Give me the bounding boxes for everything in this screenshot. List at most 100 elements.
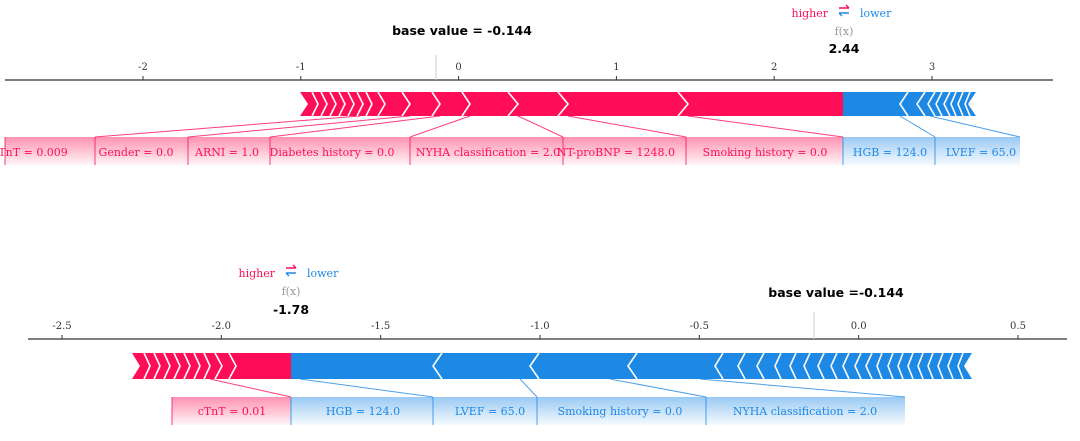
plot1-tick-label: 3 — [929, 62, 935, 73]
plot1-higher-chevron — [356, 91, 364, 117]
plot2-higher-chevron — [173, 352, 181, 380]
plot1-label-band-2 — [188, 137, 270, 165]
plot2-lower-chevron — [817, 352, 825, 380]
plot1-feature-label: Diabetes history = 0.0 — [270, 146, 395, 159]
plot1-lower-chevron — [935, 91, 943, 117]
plot1-lower-chevron — [964, 91, 971, 117]
plot1-higher-chevron — [311, 91, 319, 117]
plot2-tick-label: 0.5 — [1010, 321, 1026, 332]
plot2-connector-line — [299, 378, 434, 398]
plot1-higher-chevron — [431, 91, 441, 117]
plot2-lower-chevron — [927, 352, 934, 380]
plot1-higher-chevron — [377, 91, 386, 117]
plot1-legend-lower: lower — [860, 7, 892, 20]
plot2-lower-chevron — [714, 352, 724, 380]
plot2-feature-label: Smoking history = 0.0 — [558, 405, 683, 418]
plot2-fx-value: -1.78 — [273, 302, 309, 317]
plot2-arrow-left-icon — [285, 272, 296, 277]
plot1-tick-label: -2 — [138, 62, 148, 73]
plot2-higher-chevron — [228, 352, 237, 380]
plot2-label-band-2 — [433, 397, 537, 425]
plot1-lower-chevron — [950, 91, 957, 117]
plot1-lower-chevron — [943, 91, 951, 117]
plot2-base-value-label: base value =-0.144 — [768, 285, 904, 300]
plot2-connector-line — [699, 378, 906, 398]
plot1-lower-chevron — [957, 91, 964, 117]
plot2-lower-chevron — [957, 352, 964, 380]
plot2-lower-chevron — [627, 352, 638, 380]
plot1-feature-label: LVEF = 65.0 — [946, 146, 1016, 159]
plot2-label-band-3 — [537, 397, 706, 425]
plot2-higher-bar — [132, 353, 291, 379]
plot1-connector-line — [567, 115, 687, 138]
plot2-lower-chevron — [774, 352, 782, 380]
plot2-lower-chevron — [529, 352, 540, 380]
plot1-connector-line — [187, 115, 411, 138]
plot1-higher-chevron — [401, 91, 411, 117]
plot1-fx-value: 2.44 — [829, 41, 860, 56]
plot1-base-value-label: base value = -0.144 — [392, 23, 532, 38]
plot2-lower-chevron — [803, 352, 811, 380]
plot1-connector-line — [687, 115, 844, 138]
plot2-lower-chevron — [432, 352, 443, 380]
plot1-tick-label: -1 — [296, 62, 306, 73]
plot2-higher-chevron — [193, 352, 201, 380]
plot1-connector-line — [269, 115, 441, 138]
plot2-higher-chevron — [203, 352, 211, 380]
plot1-feature-label: NT-proBNP = 1248.0 — [557, 146, 675, 159]
plot1-higher-chevron — [677, 91, 690, 117]
plot1-feature-label: Gender = 0.0 — [99, 146, 174, 159]
plot1-label-band-8 — [935, 137, 1020, 165]
plot2-label-band-0 — [172, 397, 291, 425]
plot2-higher-chevron — [214, 352, 223, 380]
plot1-higher-chevron — [338, 91, 346, 117]
plot2-lower-chevron — [789, 352, 797, 380]
plot2-arrow-right-icon — [286, 264, 297, 269]
plot1-label-band-5 — [563, 137, 686, 165]
plot1-tick-label: 0 — [455, 62, 461, 73]
plot2-lower-chevron — [854, 352, 862, 380]
plot2-lower-chevron — [737, 352, 746, 380]
plot1-higher-chevron — [507, 91, 520, 117]
plot1-connector-line — [899, 115, 936, 138]
plot1-feature-label: cTnT = 0.009 — [0, 146, 68, 159]
plot1-lower-chevron — [927, 91, 936, 117]
plot2-lower-chevron — [842, 352, 850, 380]
plot1-label-band-6 — [686, 137, 843, 165]
plot2-lower-chevron — [756, 352, 765, 380]
plot1-label-band-4 — [410, 137, 563, 165]
plot2-connector-line — [519, 378, 538, 398]
plot1-feature-label: Smoking history = 0.0 — [703, 146, 828, 159]
plot2-higher-chevron — [163, 352, 171, 380]
plot1-higher-chevron — [329, 91, 337, 117]
plot1-feature-label: NYHA classification = 2.0 — [416, 146, 560, 159]
plot1-arrow-left-icon — [838, 12, 849, 17]
plot1-lower-chevron — [916, 91, 926, 117]
plot2-lower-bar — [291, 353, 972, 379]
plot1-higher-chevron — [557, 91, 570, 117]
plot2-label-band-4 — [706, 397, 905, 425]
plot2-connector-line — [209, 378, 292, 398]
plot2-legend-lower: lower — [307, 267, 339, 280]
plot1-higher-chevron — [461, 91, 471, 117]
plot1-lower-bar — [843, 92, 976, 116]
plot2-feature-label: cTnT = 0.01 — [198, 405, 267, 418]
plot1-feature-label: ARNI = 1.0 — [194, 146, 259, 159]
plot2-tick-label: -2.0 — [212, 321, 231, 332]
plot2-label-band-1 — [291, 397, 433, 425]
plot1-connector-line — [929, 115, 1021, 138]
plot2-tick-label: -1.0 — [530, 321, 549, 332]
plot2-higher-chevron — [153, 352, 161, 380]
plot2-lower-chevron — [947, 352, 954, 380]
plot2-tick-label: 0.0 — [851, 321, 867, 332]
plot1-higher-chevron — [365, 91, 373, 117]
plot2-tick-label: -0.5 — [690, 321, 709, 332]
plot1-feature-label: HGB = 124.0 — [853, 146, 927, 159]
plot2-lower-chevron — [917, 352, 924, 380]
plot2-feature-label: HGB = 124.0 — [326, 405, 400, 418]
plot1-connector-line — [517, 115, 564, 138]
plot1-label-band-1 — [95, 137, 188, 165]
plot1-lower-chevron — [899, 91, 909, 117]
